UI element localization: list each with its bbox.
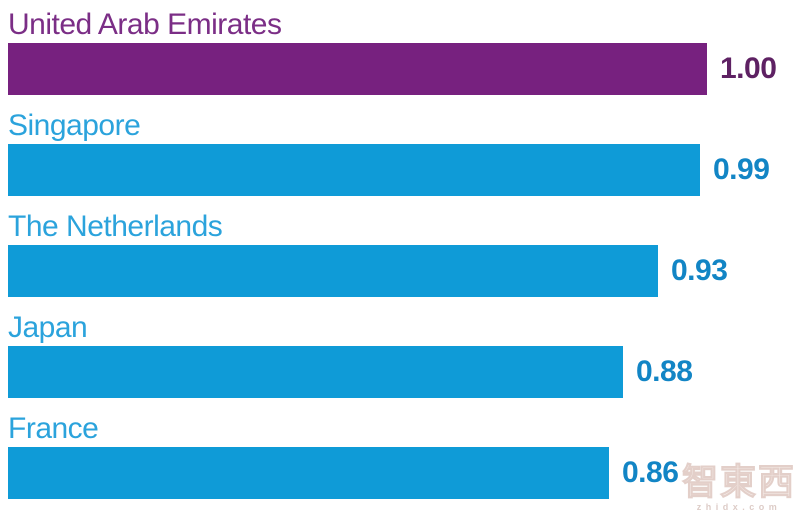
bar [8,43,707,95]
chart-row: Japan 0.88 [8,309,800,399]
bar [8,245,658,297]
bar-line: 0.88 [8,346,800,398]
watermark-url: zhidx.com [696,502,782,512]
category-label: United Arab Emirates [8,8,282,41]
category-label: The Netherlands [8,210,223,243]
bar-line: 0.93 [8,245,800,297]
bar [8,447,609,499]
category-label: France [8,412,99,445]
value-label: 1.00 [720,52,777,85]
chart-row: Singapore 0.99 [8,107,800,197]
category-label: Singapore [8,109,141,142]
value-label: 0.99 [713,153,770,186]
bar-line: 0.99 [8,144,800,196]
value-label: 0.93 [671,254,728,287]
value-label: 0.86 [622,456,679,489]
chart-row: France 0.86 [8,410,800,500]
bar [8,346,623,398]
value-label: 0.88 [636,355,693,388]
bar [8,144,700,196]
chart-row: The Netherlands 0.93 [8,208,800,298]
category-label: Japan [8,311,88,344]
chart-row: United Arab Emirates 1.00 [8,6,800,96]
bar-line: 1.00 [8,43,800,95]
bar-line: 0.86 [8,447,800,499]
